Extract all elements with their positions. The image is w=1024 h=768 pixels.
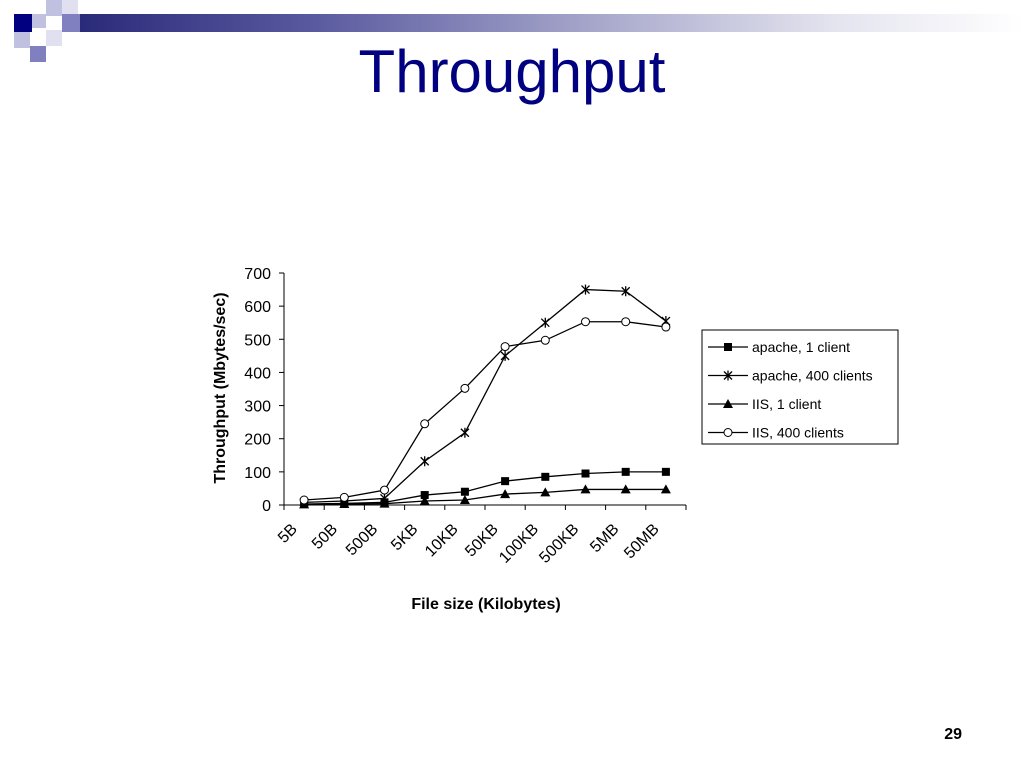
legend-marker <box>723 399 733 408</box>
y-tick-label: 100 <box>244 465 271 482</box>
legend-box <box>701 329 899 445</box>
data-point <box>581 469 590 478</box>
legend-label: IIS, 400 clients <box>752 425 844 441</box>
y-tick-label: 0 <box>262 498 271 515</box>
y-tick-label: 200 <box>244 432 271 449</box>
data-point <box>460 427 470 438</box>
data-point <box>500 350 510 361</box>
x-tick-label: 50MB <box>621 521 663 563</box>
data-point <box>661 467 670 476</box>
x-tick-label: 500B <box>343 521 381 559</box>
series-3 <box>299 317 671 505</box>
data-point <box>501 477 510 486</box>
data-point <box>419 496 430 506</box>
legend-label: apache, 400 clients <box>752 368 873 384</box>
legend-label: apache, 1 client <box>752 339 850 355</box>
x-tick-label: 50B <box>309 521 341 553</box>
series-0 <box>300 467 670 509</box>
legend-item: apache, 400 clients <box>708 368 873 384</box>
series-line <box>304 488 666 505</box>
legend-marker <box>723 370 733 381</box>
x-tick-label: 5KB <box>388 521 421 554</box>
y-tick-label: 600 <box>244 299 271 316</box>
data-point <box>581 284 590 295</box>
data-point <box>420 491 429 500</box>
data-point <box>540 487 551 497</box>
data-point <box>580 484 591 494</box>
series-1 <box>299 284 671 508</box>
data-point <box>500 489 511 499</box>
series-2 <box>299 484 671 509</box>
y-tick-label: 500 <box>244 332 271 349</box>
x-axis-label: File size (Kilobytes) <box>411 596 560 613</box>
data-point <box>460 383 470 393</box>
series-line <box>304 288 667 503</box>
data-point <box>459 495 470 505</box>
data-point <box>620 484 631 494</box>
legend-item: apache, 1 client <box>708 339 850 355</box>
data-point <box>621 286 631 297</box>
series-line <box>304 471 666 505</box>
x-tick-label: 500KB <box>536 521 582 567</box>
data-point <box>420 419 430 429</box>
series-line <box>304 321 666 501</box>
legend-marker <box>724 343 732 351</box>
data-point <box>299 495 309 505</box>
x-tick-label: 100KB <box>496 521 542 567</box>
data-point <box>540 317 550 328</box>
data-point <box>420 456 430 467</box>
data-point <box>380 485 389 495</box>
data-point <box>660 484 671 494</box>
header-gradient-bar <box>80 14 1024 32</box>
slide-title: Throughput <box>358 38 666 105</box>
data-point <box>661 322 671 332</box>
legend-item: IIS, 400 clients <box>708 425 844 441</box>
y-tick-label: 300 <box>244 399 271 416</box>
x-tick-label: 10KB <box>422 521 462 561</box>
data-point <box>621 467 630 476</box>
x-tick-label: 5MB <box>587 521 622 556</box>
legend-marker <box>723 428 733 437</box>
corner-squares-decoration <box>0 0 110 64</box>
legend-item: IIS, 1 client <box>708 396 821 412</box>
data-point <box>379 498 390 508</box>
data-point <box>339 499 350 509</box>
x-tick-label: 5B <box>275 521 301 547</box>
y-tick-label: 700 <box>244 266 271 283</box>
y-axis-ticks: 0 100 200 300 400 500 600 700 <box>244 266 284 515</box>
series-layer <box>299 284 671 509</box>
data-point <box>460 487 469 496</box>
y-tick-label: 400 <box>244 365 271 382</box>
data-point <box>540 335 550 345</box>
y-axis-label: Throughput (Mbytes/sec) <box>212 292 229 483</box>
chart-legend: apache, 1 client apache, 400 clients IIS, … <box>701 329 899 445</box>
legend-label: IIS, 1 client <box>752 396 821 412</box>
data-point <box>500 342 510 352</box>
data-point <box>621 317 631 327</box>
data-point <box>581 317 590 327</box>
data-point <box>541 472 550 481</box>
data-point <box>339 492 349 502</box>
page-number: 29 <box>944 726 962 743</box>
